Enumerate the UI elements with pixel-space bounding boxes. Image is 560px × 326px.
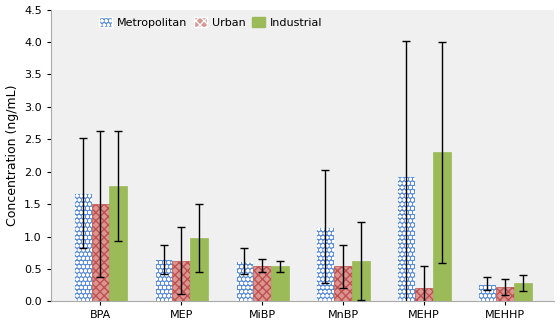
Bar xyxy=(415,289,433,302)
Y-axis label: Concentration (ng/mL): Concentration (ng/mL) xyxy=(6,85,18,226)
Bar xyxy=(496,287,514,302)
Bar xyxy=(74,193,92,302)
Bar xyxy=(190,238,208,302)
Bar xyxy=(433,152,451,302)
Bar xyxy=(172,260,190,302)
Bar xyxy=(514,283,531,302)
Bar xyxy=(316,227,334,302)
Bar xyxy=(92,204,109,302)
Bar xyxy=(352,261,370,302)
Bar xyxy=(155,259,172,302)
Bar xyxy=(236,260,253,302)
Bar xyxy=(109,186,127,302)
Bar xyxy=(253,266,271,302)
Legend: Metropolitan, Urban, Industrial: Metropolitan, Urban, Industrial xyxy=(97,15,324,30)
Bar xyxy=(478,284,496,302)
Bar xyxy=(271,266,289,302)
Bar xyxy=(334,266,352,302)
Bar xyxy=(397,176,415,302)
